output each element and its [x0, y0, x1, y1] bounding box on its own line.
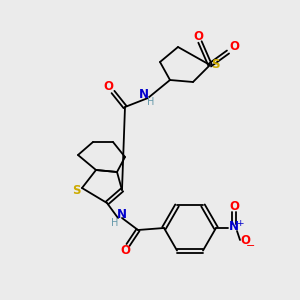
Text: S: S: [211, 58, 219, 71]
Text: O: O: [240, 235, 250, 248]
Text: H: H: [111, 218, 119, 228]
Text: O: O: [193, 29, 203, 43]
Text: N: N: [117, 208, 127, 220]
Text: O: O: [229, 40, 239, 53]
Text: N: N: [139, 88, 149, 100]
Text: S: S: [72, 184, 80, 197]
Text: O: O: [229, 200, 239, 212]
Text: O: O: [120, 244, 130, 257]
Text: O: O: [103, 80, 113, 92]
Text: H: H: [147, 97, 155, 107]
Text: +: +: [236, 218, 244, 227]
Text: N: N: [229, 220, 239, 232]
Text: −: −: [246, 241, 256, 251]
